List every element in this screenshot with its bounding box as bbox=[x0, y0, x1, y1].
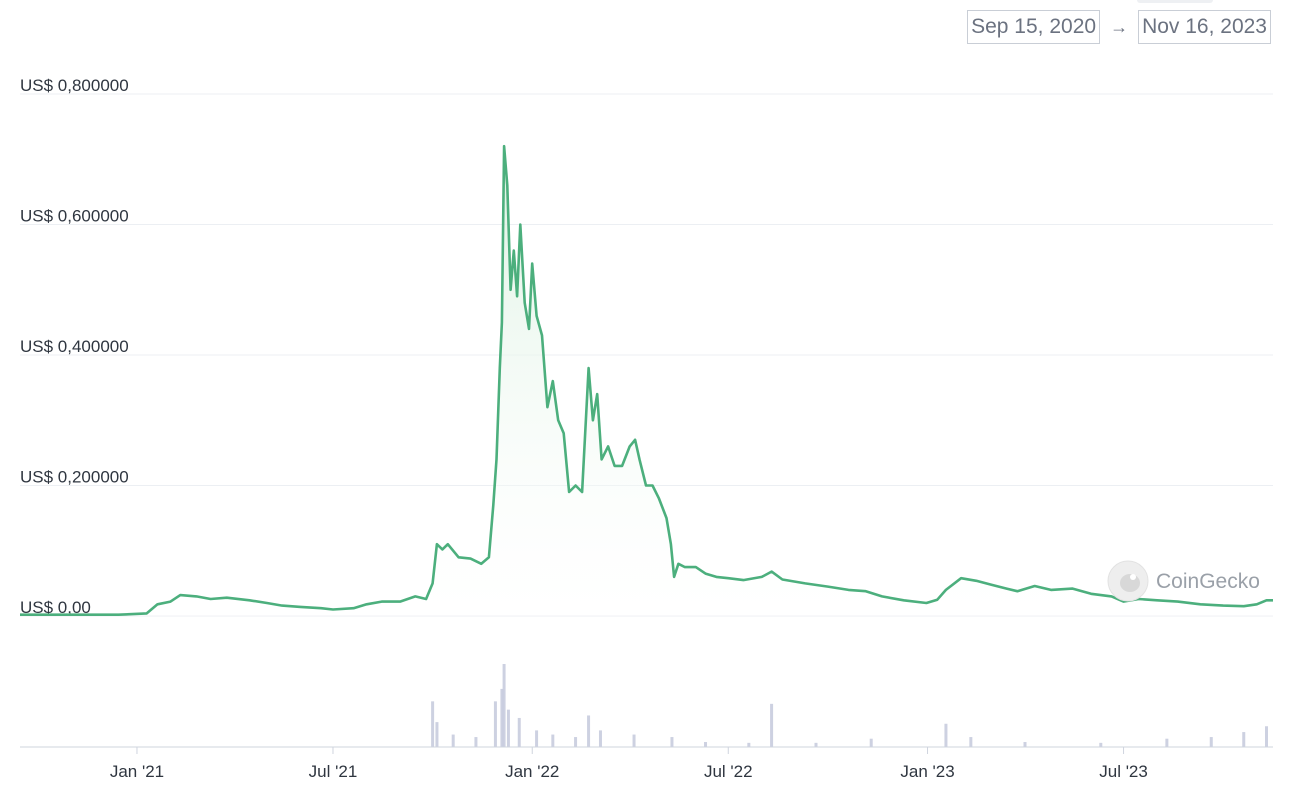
y-axis: US$ 0,00 US$ 0,200000 US$ 0,400000 US$ 0,60… bbox=[20, 76, 129, 617]
price-area bbox=[20, 146, 1273, 616]
volume-bar bbox=[506, 709, 510, 747]
arrow-right-icon: → bbox=[1110, 16, 1129, 37]
y-tick-label: US$ 0,600000 bbox=[20, 207, 129, 226]
y-tick-label: US$ 0,800000 bbox=[20, 76, 129, 95]
volume-bar bbox=[598, 730, 602, 747]
x-tick-label: Jul '22 bbox=[704, 762, 753, 781]
volume-bar bbox=[451, 734, 455, 747]
date-range-picker: Sep 15, 2020 → Nov 16, 2023 bbox=[967, 10, 1271, 44]
y-tick-label: US$ 0,200000 bbox=[20, 468, 129, 487]
volume-bar bbox=[431, 701, 435, 747]
volume-bar bbox=[1265, 726, 1269, 747]
volume-bar bbox=[502, 664, 506, 747]
y-tick-label: US$ 0,00 bbox=[20, 598, 91, 617]
volume-bar bbox=[704, 742, 708, 747]
volume-bar bbox=[517, 717, 521, 747]
volume-bar bbox=[587, 715, 591, 747]
y-tick-label: US$ 0,400000 bbox=[20, 337, 129, 356]
volume-bar bbox=[474, 737, 478, 747]
tab-stub bbox=[1137, 0, 1213, 3]
x-axis: Jan '21 Jul '21 Jan '22 Jul '22 Jan '23 Jul '… bbox=[110, 747, 1148, 781]
volume-bar bbox=[814, 742, 818, 747]
volume-bar bbox=[632, 734, 636, 747]
end-date-field[interactable]: Nov 16, 2023 bbox=[1138, 10, 1271, 44]
x-tick-label: Jul '23 bbox=[1099, 762, 1148, 781]
volume-bar bbox=[1209, 737, 1213, 747]
volume-bar bbox=[500, 688, 504, 747]
volume-bar bbox=[670, 737, 674, 747]
coingecko-watermark: CoinGecko bbox=[1107, 560, 1260, 602]
start-date-field[interactable]: Sep 15, 2020 bbox=[967, 10, 1101, 44]
price-line bbox=[20, 144, 1273, 616]
volume-bar bbox=[869, 738, 873, 747]
volume-bar bbox=[1023, 742, 1027, 747]
volume-bar bbox=[747, 742, 751, 747]
volume-bar bbox=[1099, 742, 1103, 747]
volume-bar bbox=[969, 737, 973, 747]
volume-bar bbox=[493, 701, 497, 747]
volume-bar bbox=[770, 703, 774, 747]
x-tick-label: Jan '21 bbox=[110, 762, 164, 781]
volume-bar bbox=[1165, 738, 1169, 747]
x-tick-label: Jan '22 bbox=[505, 762, 559, 781]
watermark-label: CoinGecko bbox=[1156, 570, 1260, 593]
volume-bars bbox=[431, 664, 1269, 747]
volume-bar bbox=[1242, 732, 1246, 747]
volume-bar bbox=[944, 723, 948, 747]
volume-bar bbox=[535, 730, 539, 747]
volume-bar bbox=[435, 722, 439, 747]
volume-bar bbox=[574, 737, 578, 747]
volume-bar bbox=[551, 734, 555, 747]
x-tick-label: Jan '23 bbox=[900, 762, 954, 781]
x-tick-label: Jul '21 bbox=[309, 762, 358, 781]
